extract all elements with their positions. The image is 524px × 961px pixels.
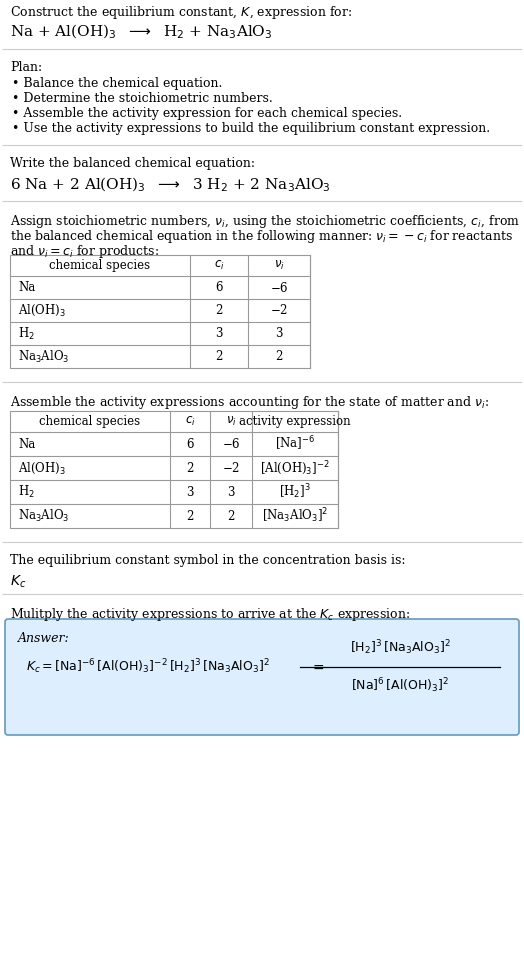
Text: H$_2$: H$_2$ [18,484,35,500]
Text: The equilibrium constant symbol in the concentration basis is:: The equilibrium constant symbol in the c… [10,554,406,567]
Text: $c_i$: $c_i$ [184,415,195,428]
Text: $\mathrm{[Na]^6\,[Al(OH)_3]^2}$: $\mathrm{[Na]^6\,[Al(OH)_3]^2}$ [351,677,449,696]
Text: 3: 3 [275,327,283,340]
Text: 3: 3 [186,485,194,499]
Text: Na: Na [18,281,35,294]
Text: 6: 6 [186,437,194,451]
Text: $-$2: $-$2 [270,304,288,317]
Text: Na + Al(OH)$_3$  $\longrightarrow$  H$_2$ + Na$_3$AlO$_3$: Na + Al(OH)$_3$ $\longrightarrow$ H$_2$ … [10,23,272,41]
Text: Assemble the activity expressions accounting for the state of matter and $\nu_i$: Assemble the activity expressions accoun… [10,394,489,411]
Text: $K_c = \mathrm{[Na]^{-6}\,[Al(OH)_3]^{-2}\,[H_2]^3\,[Na_3AlO_3]^2}$: $K_c = \mathrm{[Na]^{-6}\,[Al(OH)_3]^{-2… [26,657,270,677]
Text: Construct the equilibrium constant, $K$, expression for:: Construct the equilibrium constant, $K$,… [10,4,352,21]
Text: Assign stoichiometric numbers, $\nu_i$, using the stoichiometric coefficients, $: Assign stoichiometric numbers, $\nu_i$, … [10,213,520,230]
Text: Answer:: Answer: [18,632,70,645]
Text: Plan:: Plan: [10,61,42,74]
Text: 3: 3 [215,327,223,340]
Text: [Al(OH)$_3$]$^{-2}$: [Al(OH)$_3$]$^{-2}$ [260,459,330,477]
Text: Na$_3$AlO$_3$: Na$_3$AlO$_3$ [18,508,70,524]
Text: 6: 6 [215,281,223,294]
Bar [10,255,310,368]
Text: [H$_2$]$^3$: [H$_2$]$^3$ [279,482,311,502]
Text: • Balance the chemical equation.: • Balance the chemical equation. [12,77,222,90]
Text: the balanced chemical equation in the following manner: $\nu_i = -c_i$ for react: the balanced chemical equation in the fo… [10,228,513,245]
Text: $-$2: $-$2 [222,461,240,475]
Text: 2: 2 [187,509,194,523]
Text: 2: 2 [187,461,194,475]
Text: Na$_3$AlO$_3$: Na$_3$AlO$_3$ [18,349,70,364]
Text: and $\nu_i = c_i$ for products:: and $\nu_i = c_i$ for products: [10,243,159,260]
Text: $-$6: $-$6 [270,281,288,294]
Text: $K_c$: $K_c$ [10,574,26,590]
Text: Al(OH)$_3$: Al(OH)$_3$ [18,303,66,318]
Text: Mulitply the activity expressions to arrive at the $K_c$ expression:: Mulitply the activity expressions to arr… [10,606,410,623]
Text: $-$6: $-$6 [222,437,241,451]
Text: [Na]$^{-6}$: [Na]$^{-6}$ [275,434,315,454]
Text: 3: 3 [227,485,235,499]
Text: [Na$_3$AlO$_3$]$^2$: [Na$_3$AlO$_3$]$^2$ [262,506,328,526]
Text: 2: 2 [227,509,235,523]
Text: • Assemble the activity expression for each chemical species.: • Assemble the activity expression for e… [12,107,402,120]
Text: 2: 2 [215,350,223,363]
Text: • Use the activity expressions to build the equilibrium constant expression.: • Use the activity expressions to build … [12,122,490,135]
Text: • Determine the stoichiometric numbers.: • Determine the stoichiometric numbers. [12,92,273,105]
Text: chemical species: chemical species [49,259,150,272]
Bar [10,411,338,528]
Text: Write the balanced chemical equation:: Write the balanced chemical equation: [10,157,255,170]
Text: $\mathrm{[H_2]^3\,[Na_3AlO_3]^2}$: $\mathrm{[H_2]^3\,[Na_3AlO_3]^2}$ [350,639,450,657]
Text: activity expression: activity expression [239,415,351,428]
Text: Na: Na [18,437,35,451]
Text: $c_i$: $c_i$ [214,259,224,272]
Text: Al(OH)$_3$: Al(OH)$_3$ [18,460,66,476]
Text: $\nu_i$: $\nu_i$ [226,415,236,428]
Text: 2: 2 [275,350,282,363]
Text: $=$: $=$ [310,660,325,674]
FancyBboxPatch shape [5,619,519,735]
Text: 6 Na + 2 Al(OH)$_3$  $\longrightarrow$  3 H$_2$ + 2 Na$_3$AlO$_3$: 6 Na + 2 Al(OH)$_3$ $\longrightarrow$ 3 … [10,176,331,194]
Text: 2: 2 [215,304,223,317]
Text: H$_2$: H$_2$ [18,326,35,341]
Text: $\nu_i$: $\nu_i$ [274,259,285,272]
Text: chemical species: chemical species [39,415,140,428]
